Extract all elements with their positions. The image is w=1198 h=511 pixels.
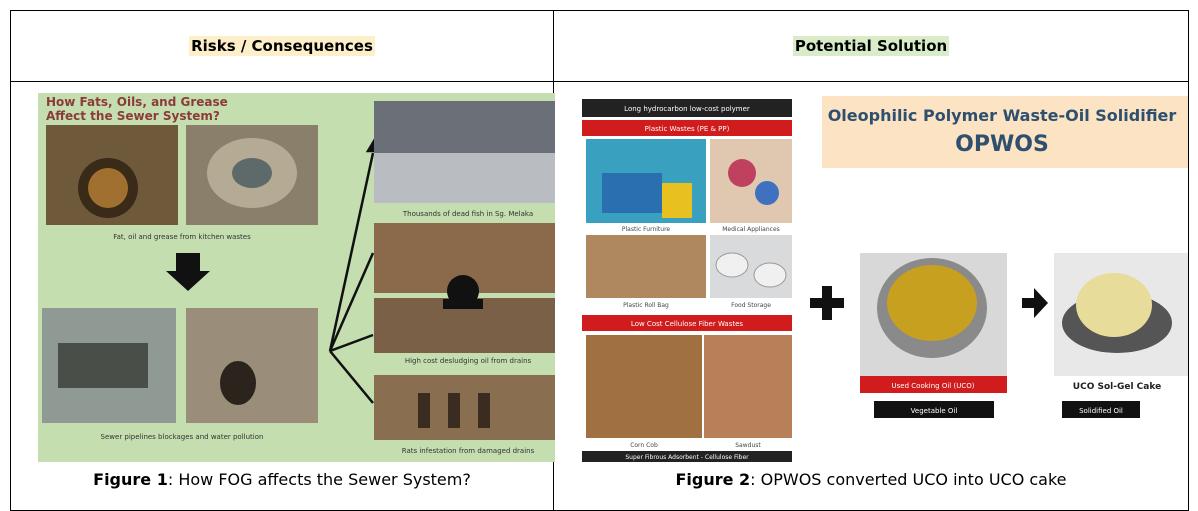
- header-cell: Potential Solution: [553, 10, 1189, 82]
- header-text: Risks / Consequences: [189, 36, 375, 56]
- caption: Figure 2: OPWOS converted UCO into UCO c…: [553, 470, 1189, 489]
- image-text: Plastic Roll Bag: [623, 302, 669, 309]
- image-text: OPWOS: [955, 132, 1049, 157]
- image-text: Long hydrocarbon low-cost polymer: [624, 105, 750, 113]
- image-text: Solidified Oil: [1079, 407, 1123, 415]
- caption: Figure 1: How FOG affects the Sewer Syst…: [10, 470, 554, 489]
- image-text: Oleophilic Polymer Waste-Oil Solidifier: [828, 106, 1177, 125]
- image-text: How Fats, Oils, and Grease: [46, 95, 228, 109]
- image-text: Low Cost Cellulose Fiber Wastes: [631, 320, 744, 328]
- image-text: Vegetable Oil: [911, 407, 958, 415]
- header-cell: Risks / Consequences: [10, 10, 554, 82]
- caption-text: : How FOG affects the Sewer System?: [167, 470, 471, 489]
- figure-label: Figure 1: [93, 470, 168, 489]
- figure-1-image: How Fats, Oils, and Grease Affect the Se…: [38, 93, 555, 462]
- image-text: UCO Sol-Gel Cake: [1073, 382, 1161, 392]
- header-text: Potential Solution: [792, 36, 950, 56]
- image-text: Plastic Furniture: [622, 226, 671, 233]
- image-text: Thousands of dead fish in Sg. Melaka: [402, 210, 533, 218]
- figure-label: Figure 2: [675, 470, 751, 489]
- image-text: Sewer pipelines blockages and water poll…: [101, 433, 264, 441]
- caption-text: : OPWOS converted UCO into UCO cake: [750, 470, 1067, 489]
- image-text: Used Cooking Oil (UCO): [892, 382, 975, 390]
- image-text: Sawdust: [735, 442, 761, 449]
- image-text: Rats infestation from damaged drains: [402, 447, 535, 455]
- image-text: Super Fibrous Adsorbent - Cellulose Fibe…: [625, 454, 749, 461]
- figure-2-image: Long hydrocarbon low-cost polymer Plasti…: [582, 96, 1188, 462]
- image-text: Medical Appliances: [722, 226, 780, 233]
- image-text: Corn Cob: [630, 442, 658, 449]
- image-text: Plastic Wastes (PE & PP): [645, 125, 730, 133]
- image-text: Food Storage: [731, 302, 771, 309]
- image-text: Affect the Sewer System?: [46, 109, 220, 123]
- image-text: High cost desludging oil from drains: [405, 357, 532, 365]
- image-text: Fat, oil and grease from kitchen wastes: [113, 233, 251, 241]
